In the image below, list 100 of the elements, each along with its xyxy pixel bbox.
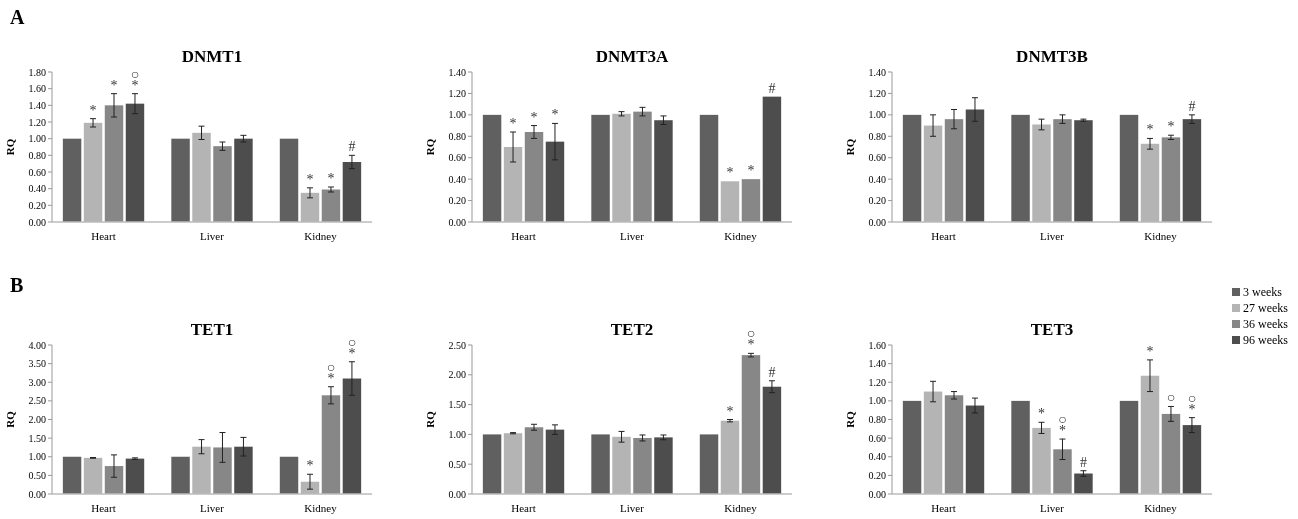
x-tick-label: Heart xyxy=(91,502,116,514)
y-tick-label: 0.80 xyxy=(868,130,886,142)
y-tick-label: 4.00 xyxy=(28,339,46,351)
x-tick-label: Liver xyxy=(200,230,225,242)
y-tick-label: 2.50 xyxy=(448,339,466,351)
x-tick-label: Kidney xyxy=(724,230,758,242)
y-tick-label: 1.00 xyxy=(28,451,46,463)
y-tick-label: 3.50 xyxy=(28,358,46,370)
data-label: * xyxy=(327,171,335,186)
y-tick-label: 1.40 xyxy=(448,66,466,78)
y-tick-label: 0.00 xyxy=(868,488,886,500)
y-tick-label: 2.00 xyxy=(448,369,466,381)
data-label: * xyxy=(306,171,314,187)
x-tick-label: Liver xyxy=(620,502,645,514)
y-tick-label: 0.00 xyxy=(448,488,466,500)
y-tick-label: 0.60 xyxy=(448,152,466,164)
chart-title: DNMT1 xyxy=(181,47,243,66)
y-tick-label: 0.00 xyxy=(28,488,46,500)
y-tick-label: 0.60 xyxy=(868,152,886,164)
y-tick-label: 1.20 xyxy=(868,376,886,388)
chart-title: TET3 xyxy=(1030,320,1074,339)
x-tick-label: Liver xyxy=(1040,230,1065,242)
data-label: * xyxy=(89,102,97,118)
data-label: ○ xyxy=(1166,390,1176,406)
data-label: * xyxy=(551,107,559,123)
y-tick-label: 1.50 xyxy=(28,432,46,444)
x-tick-label: Kidney xyxy=(1144,230,1178,242)
y-axis-title: RQ xyxy=(4,138,16,156)
x-tick-label: Kidney xyxy=(1144,502,1178,514)
data-label: * xyxy=(726,403,734,419)
y-tick-label: 0.40 xyxy=(28,183,46,195)
y-tick-label: 0.00 xyxy=(448,216,466,228)
x-tick-label: Kidney xyxy=(724,502,758,514)
data-label: * xyxy=(530,109,538,125)
y-tick-label: 0.20 xyxy=(868,195,886,207)
text: B xyxy=(10,274,24,296)
legend-label: 96 weeks xyxy=(1243,333,1289,348)
y-tick-label: 0.40 xyxy=(868,451,886,463)
y-tick-label: 0.20 xyxy=(868,469,886,481)
data-label: ○ * xyxy=(347,334,357,361)
y-tick-label: 1.40 xyxy=(868,358,886,370)
y-tick-label: 1.20 xyxy=(28,116,46,128)
chart-title: TET2 xyxy=(610,320,654,339)
data-label: ○ * xyxy=(326,359,336,386)
x-tick-label: Liver xyxy=(200,502,225,514)
y-tick-label: 1.50 xyxy=(448,399,466,411)
y-tick-label: 1.00 xyxy=(868,109,886,121)
y-tick-label: 2.50 xyxy=(28,395,46,407)
y-axis-title: RQ xyxy=(4,410,16,428)
data-label: * xyxy=(509,116,517,131)
y-tick-label: 0.80 xyxy=(28,149,46,161)
y-tick-label: 1.60 xyxy=(28,83,46,95)
y-tick-label: 0.50 xyxy=(448,458,466,470)
y-tick-label: 0.00 xyxy=(28,216,46,228)
y-tick-label: 0.60 xyxy=(28,166,46,178)
y-tick-label: 0.80 xyxy=(448,130,466,142)
y-tick-label: 3.00 xyxy=(28,376,46,388)
y-tick-label: 0.40 xyxy=(868,173,886,185)
y-tick-label: 1.00 xyxy=(28,133,46,145)
data-label: * xyxy=(110,77,118,93)
chart-title: TET1 xyxy=(190,320,234,339)
data-label: * xyxy=(747,163,755,179)
y-tick-label: 0.20 xyxy=(28,199,46,211)
data-label: # xyxy=(348,139,356,155)
data-label: * xyxy=(1146,343,1154,359)
y-tick-label: 0.80 xyxy=(868,414,886,425)
chart-title: DNMT3A xyxy=(595,47,670,66)
y-tick-label: 0.60 xyxy=(868,432,886,444)
y-tick-label: 1.20 xyxy=(448,87,466,99)
x-tick-label: Liver xyxy=(620,230,645,242)
x-tick-label: Liver xyxy=(1040,502,1065,514)
text: A xyxy=(10,6,25,28)
y-tick-label: 1.80 xyxy=(28,66,46,78)
y-tick-label: 1.00 xyxy=(868,395,886,407)
data-label: * xyxy=(306,458,314,474)
x-tick-label: Heart xyxy=(931,502,956,514)
x-tick-label: Heart xyxy=(511,502,536,514)
y-tick-label: 2.00 xyxy=(28,414,46,425)
y-axis-title: RQ xyxy=(424,138,436,156)
y-tick-label: 0.40 xyxy=(448,173,466,185)
data-label: # xyxy=(1188,98,1196,114)
legend-label: 27 weeks xyxy=(1243,301,1289,316)
data-label: # xyxy=(768,80,776,96)
data-label: ○ * xyxy=(1187,390,1197,417)
y-tick-label: 1.00 xyxy=(448,428,466,440)
x-tick-label: Kidney xyxy=(304,502,338,514)
y-tick-label: 0.50 xyxy=(28,469,46,481)
chart-title: DNMT3B xyxy=(1016,47,1088,66)
y-tick-label: 1.60 xyxy=(868,339,886,351)
y-tick-label: 1.00 xyxy=(448,109,466,121)
data-label: ○ * xyxy=(1058,412,1067,439)
data-label: * xyxy=(1146,122,1154,138)
y-axis-title: RQ xyxy=(844,410,856,428)
y-tick-label: 1.40 xyxy=(28,99,46,111)
y-axis-title: RQ xyxy=(424,410,436,428)
y-axis-title: RQ xyxy=(844,138,856,156)
y-tick-label: 0.20 xyxy=(448,195,466,207)
data-label: # xyxy=(768,364,776,380)
data-label: * xyxy=(726,165,734,181)
x-tick-label: Kidney xyxy=(304,230,338,242)
